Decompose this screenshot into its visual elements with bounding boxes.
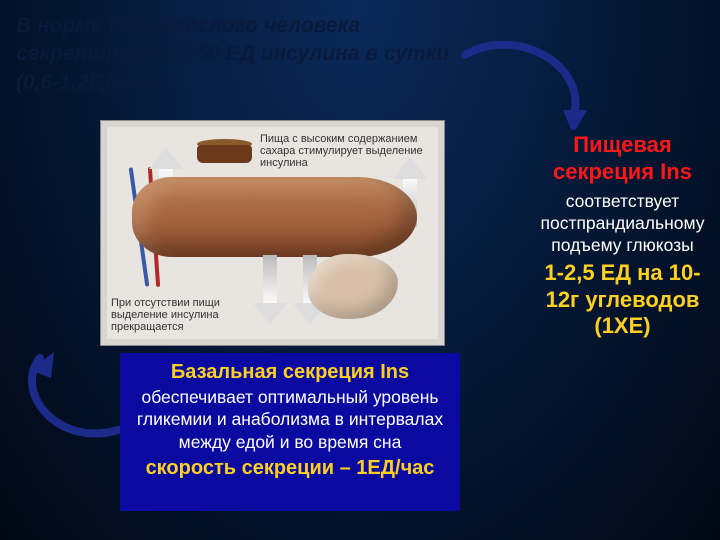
page-title: В норме ПЖ взрослого человека секретируе…	[16, 12, 456, 97]
diagram-caption-bottom: При отсутствии пищи выделение инсулина п…	[111, 297, 261, 333]
pancreas-diagram: Пища с высоким содержанием сахара стимул…	[100, 120, 445, 346]
stomach-shape	[308, 254, 398, 319]
food-secretion-block: Пищевая секреция Ins соответствует постп…	[535, 132, 710, 340]
food-dose: 1-2,5 ЕД на 10-12г углеводов (1ХЕ)	[535, 260, 710, 340]
cake-icon	[197, 131, 252, 163]
food-title: Пищевая секреция Ins	[535, 132, 710, 186]
basal-body: обеспечивает оптимальный уровень гликеми…	[130, 386, 450, 453]
arrow-to-basal	[18, 352, 128, 448]
food-body: соответствует постпрандиальному подъему …	[535, 190, 710, 256]
basal-secretion-box: Базальная секреция Ins обеспечивает опти…	[120, 353, 460, 511]
diagram-canvas: Пища с высоким содержанием сахара стимул…	[107, 127, 438, 339]
arrow-to-food	[455, 30, 595, 130]
pancreas-shape	[132, 177, 417, 257]
basal-rate: скорость секреции – 1ЕД/час	[130, 457, 450, 480]
basal-title: Базальная секреция Ins	[130, 361, 450, 384]
